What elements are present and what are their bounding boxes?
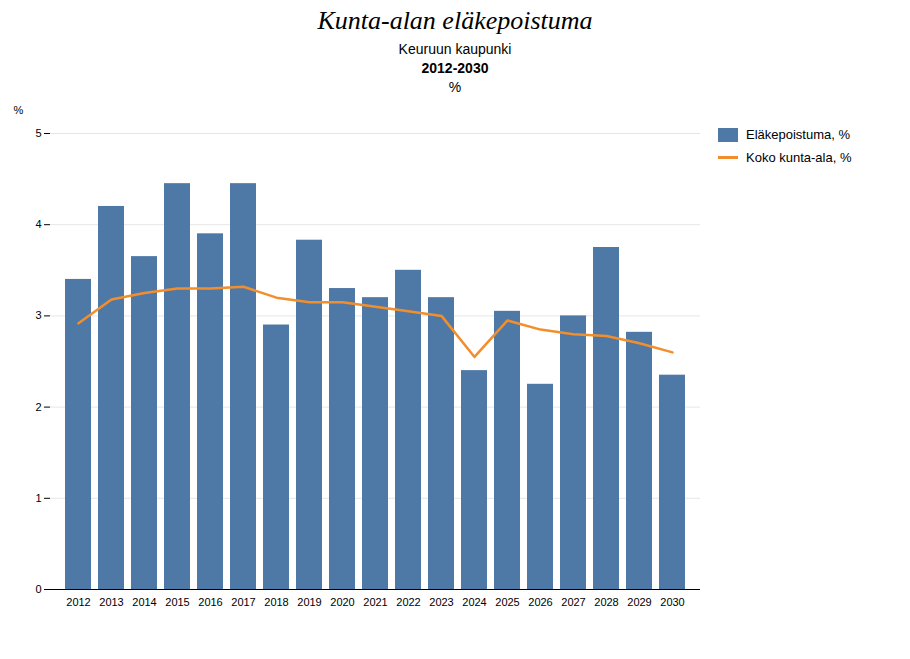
svg-text:2029: 2029 (627, 596, 651, 608)
svg-text:2018: 2018 (264, 596, 288, 608)
svg-text:2021: 2021 (363, 596, 387, 608)
svg-text:2028: 2028 (594, 596, 618, 608)
svg-text:2013: 2013 (99, 596, 123, 608)
svg-text:0: 0 (35, 583, 41, 595)
svg-text:2026: 2026 (528, 596, 552, 608)
svg-text:2024: 2024 (462, 596, 486, 608)
svg-text:2023: 2023 (429, 596, 453, 608)
svg-text:2027: 2027 (561, 596, 585, 608)
svg-text:2022: 2022 (396, 596, 420, 608)
html-text:Eläkepoistuma, %: Eläkepoistuma, % (746, 127, 851, 142)
svg-text:%: % (14, 104, 24, 116)
svg-text:4: 4 (35, 218, 41, 230)
svg-text:2014: 2014 (132, 596, 156, 608)
html-text:2012-2030: 2012-2030 (421, 60, 489, 76)
svg-text:2030: 2030 (660, 596, 684, 608)
svg-text:2: 2 (35, 401, 41, 413)
svg-text:2020: 2020 (330, 596, 354, 608)
svg-text:2025: 2025 (495, 596, 519, 608)
svg-text:2019: 2019 (297, 596, 321, 608)
html-text:Kunta-alan eläkepoistuma: Kunta-alan eläkepoistuma (317, 6, 593, 35)
svg-text:5: 5 (35, 127, 41, 139)
svg-text:2012: 2012 (66, 596, 90, 608)
svg-text:2016: 2016 (198, 596, 222, 608)
html-text:Keuruun kaupunki: Keuruun kaupunki (398, 41, 512, 57)
svg-text:2017: 2017 (231, 596, 255, 608)
svg-text:2015: 2015 (165, 596, 189, 608)
html-text:Koko kunta-ala, %: Koko kunta-ala, % (746, 150, 852, 165)
svg-text:3: 3 (35, 309, 41, 321)
svg-text:1: 1 (35, 492, 41, 504)
